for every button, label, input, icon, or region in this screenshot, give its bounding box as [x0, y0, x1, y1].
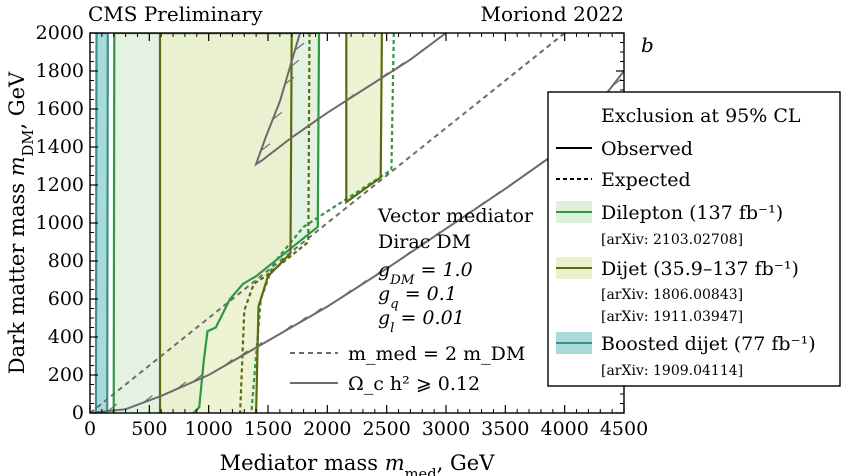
- legend-dijet-label: Dijet (35.9–137 fb⁻¹): [601, 258, 799, 280]
- x-tick-label: 4000: [540, 418, 588, 440]
- legend-boosted-ref: [arXiv: 1909.04114]: [601, 363, 743, 379]
- relic-hatch: [433, 34, 444, 43]
- y-tick-label: 1000: [36, 212, 84, 234]
- series-line-4: [239, 33, 311, 413]
- legend: Exclusion at 95% CL Observed Expected Dilep…: [547, 91, 841, 387]
- relic-hatch: [223, 358, 233, 367]
- relic-hatch: [378, 72, 389, 81]
- relic-hatch: [192, 374, 203, 383]
- x-tick-label: 3000: [422, 418, 470, 440]
- panel-tag: b: [641, 33, 654, 57]
- axes: 0 500 1000 1500 2000 2500 3000 3500 4000 4500 0 200…: [5, 22, 648, 476]
- relic-hatch: [460, 211, 471, 220]
- legend-expected-label: Expected: [601, 169, 691, 191]
- y-tick-label: 0: [72, 402, 84, 424]
- y-tick-label: 1600: [36, 98, 84, 120]
- x-axis-title: Mediator mass mmed, GeV: [220, 451, 496, 476]
- x-tick-label: 2500: [362, 418, 410, 440]
- relic-hatch: [415, 241, 426, 250]
- relic-hatch: [519, 170, 530, 179]
- y-tick-label: 1400: [36, 136, 84, 158]
- relic-hatch: [309, 117, 319, 126]
- x-tick-label: 3500: [481, 418, 529, 440]
- x-tick-label: 500: [131, 418, 167, 440]
- relic-hatch: [475, 201, 486, 210]
- relic-hatch: [394, 62, 404, 71]
- y-tick-label: 2000: [36, 22, 84, 44]
- y-tick-label: 1200: [36, 174, 84, 196]
- relic-hatch: [237, 350, 248, 359]
- inner-legend: m_med = 2 m_DM Ω_c h² ⩾ 0.12: [290, 343, 525, 395]
- legend-observed-label: Observed: [601, 138, 693, 160]
- relic-hatch: [107, 403, 118, 412]
- series-fill-3: [160, 33, 292, 413]
- x-tick-label: 1500: [244, 418, 292, 440]
- relic-hatch: [344, 93, 355, 102]
- x-tick-label: 0: [84, 418, 96, 440]
- series-line-8: [90, 33, 566, 413]
- inner-legend-relic-label: Ω_c h² ⩾ 0.12: [348, 373, 480, 395]
- model-gdm: gDM = 1.0: [378, 259, 473, 288]
- relic-hatch: [176, 381, 187, 390]
- x-tick-label: 4500: [600, 418, 648, 440]
- legend-dijet-ref-2: [arXiv: 1911.03947]: [601, 309, 743, 325]
- legend-dilepton-label: Dilepton (137 fb⁻¹): [601, 202, 783, 224]
- legend-dijet-ref-1: [arXiv: 1806.00843]: [601, 287, 743, 303]
- y-axis-title: Dark matter mass mDM, GeV: [5, 71, 37, 374]
- relic-hatch: [490, 191, 500, 200]
- relic-hatch: [284, 76, 295, 85]
- relic-hatch: [356, 280, 367, 289]
- series-line-5: [345, 33, 383, 205]
- relic-hatch: [371, 270, 382, 279]
- relic-hatch: [282, 324, 293, 333]
- y-tick-label: 200: [48, 364, 84, 386]
- legend-box: [547, 91, 841, 387]
- series-fill-0: [95, 33, 108, 413]
- relic-hatch: [341, 289, 352, 298]
- relic-hatch: [276, 141, 287, 150]
- header-right-label: Moriond 2022: [481, 2, 624, 26]
- model-line-1: Vector mediator: [377, 205, 534, 227]
- series-line-2: [250, 33, 395, 413]
- model-gq: gq = 0.1: [378, 283, 457, 312]
- y-tick-label: 800: [48, 250, 84, 272]
- relic-hatch: [260, 143, 271, 152]
- relic-hatch: [297, 316, 308, 325]
- relic-hatch: [272, 111, 283, 120]
- relic-hatch: [252, 341, 263, 350]
- relic-hatch: [430, 231, 441, 240]
- plot-area: [90, 33, 624, 413]
- x-tick-label: 2000: [303, 418, 351, 440]
- relic-hatch: [611, 78, 622, 87]
- model-annotation: Vector mediator Dirac DM gDM = 1.0gq = 0.1…: [377, 205, 534, 336]
- relic-hatch: [289, 59, 300, 68]
- header-left-label: CMS Preliminary: [88, 2, 263, 26]
- series-fill-5: [346, 33, 382, 203]
- model-gl: gl = 0.01: [378, 307, 465, 336]
- y-tick-label: 1800: [36, 60, 84, 82]
- model-line-2: Dirac DM: [378, 231, 471, 253]
- legend-dilepton-ref: [arXiv: 2103.02708]: [601, 232, 743, 248]
- plot-clip-group: [90, 33, 624, 413]
- series-line-1: [112, 33, 321, 413]
- relic-hatch: [401, 251, 411, 260]
- legend-boosted-label: Boosted dijet (77 fb⁻¹): [601, 333, 816, 355]
- relic-hatch: [143, 395, 153, 404]
- legend-title: Exclusion at 95% CL: [601, 105, 801, 127]
- x-tick-label: 1000: [184, 418, 232, 440]
- relic-hatch: [534, 160, 545, 169]
- relic-hatch: [312, 307, 322, 316]
- relic-hatch: [421, 43, 432, 52]
- y-tick-label: 400: [48, 326, 84, 348]
- relic-hatch: [294, 42, 305, 51]
- inner-legend-diagonal-label: m_med = 2 m_DM: [348, 343, 525, 365]
- y-tick-label: 600: [48, 288, 84, 310]
